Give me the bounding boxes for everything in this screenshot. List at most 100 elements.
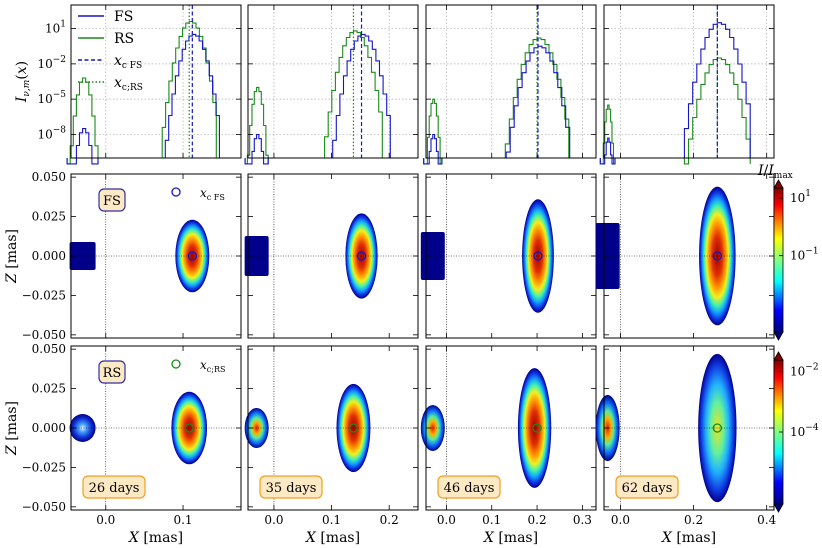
x-axis-label-var: X xyxy=(305,530,317,546)
lightcurve-panel-3 xyxy=(423,4,597,165)
yl-base: I xyxy=(14,96,30,103)
colorbar-body xyxy=(773,187,784,333)
main-jet-blob xyxy=(517,368,552,488)
x-axis-label-unit: [mas] xyxy=(139,530,183,546)
x-tick-label: 0.1 xyxy=(322,513,341,527)
centroid-marker xyxy=(348,423,359,433)
log-tick-label-exp: −2 xyxy=(53,55,66,65)
lightcurve-panel-2 xyxy=(244,4,419,165)
log-tick-label-exp: −8 xyxy=(53,125,67,135)
x-tick-label: 0.0 xyxy=(96,513,115,527)
colorbar-tick-label: 10−4 xyxy=(790,423,819,439)
yl-x: x xyxy=(14,66,30,74)
yl-close: ) xyxy=(14,61,30,66)
rs-image-panel-4 xyxy=(595,345,775,511)
centroid-marker xyxy=(712,251,722,261)
panel-frame xyxy=(603,4,775,159)
legend: FS RS xc FS xc;RS xyxy=(78,9,143,93)
row-tag-box xyxy=(98,360,126,384)
x-axis-label-unit: [mas] xyxy=(494,530,538,546)
x-tick-label: 0.4 xyxy=(757,513,776,527)
counter-jet-rs xyxy=(244,408,269,448)
colorbar-tick-label-base: 10 xyxy=(790,425,805,439)
epoch-box xyxy=(615,475,679,499)
colorbar-top-arrow xyxy=(773,351,784,361)
colorbar-top-arrow xyxy=(773,179,784,189)
main-jet-blob xyxy=(522,199,554,313)
legend-label: xc FS xyxy=(114,53,142,71)
epoch-box xyxy=(437,475,501,499)
counter-jet-fs xyxy=(244,236,269,276)
centroid-marker xyxy=(184,423,194,433)
row-tag-label: FS xyxy=(103,194,121,209)
marker-legend-sub: c FS xyxy=(207,193,225,202)
centroid-marker xyxy=(356,251,367,261)
colorbar-label: I/Imax xyxy=(757,163,793,181)
log-tick-label: 10−5 xyxy=(37,90,66,106)
x-tick-label: 0.3 xyxy=(573,513,592,527)
epoch-label: 62 days xyxy=(622,481,673,496)
epoch-label: 46 days xyxy=(444,481,495,496)
legend-label: xc;RS xyxy=(114,75,143,93)
lightcurve-panel-4 xyxy=(599,4,775,165)
z-axis-label: Z [mas] xyxy=(4,229,20,284)
colorbar-tick-label-base: 10 xyxy=(790,191,805,205)
colorbar-bottom-arrow xyxy=(773,503,784,513)
x-tick-label: 0.2 xyxy=(380,513,399,527)
counter-jet-rs xyxy=(420,405,445,451)
x-axis-label: X [mas] xyxy=(661,530,716,546)
legend-label-base: RS xyxy=(114,31,134,47)
colorbar-tick-label-exp: 1 xyxy=(805,189,811,199)
log-tick-label-exp: −5 xyxy=(53,90,67,100)
rs-counter-curve xyxy=(423,98,443,165)
marker-legend-circle xyxy=(171,187,181,197)
legend-label-base: FS xyxy=(114,9,133,25)
log-tick-label-base: 10 xyxy=(45,22,60,36)
fs-counter-curve xyxy=(599,137,616,165)
centroid-marker xyxy=(712,423,722,433)
x-tick-label: 0.0 xyxy=(611,513,630,527)
x-axis-label-var: X xyxy=(128,530,140,546)
rs-image-panel-2 xyxy=(244,345,419,511)
colorbar-rs xyxy=(773,351,784,513)
fs-counter-curve xyxy=(66,128,99,165)
colorbar-tick-label: 10−2 xyxy=(790,363,819,379)
colorbar-tick-label-exp: −4 xyxy=(805,423,819,433)
log-tick-label-exp: 1 xyxy=(60,20,66,30)
yl-arg: ( xyxy=(14,74,30,79)
z-axis-unit: [mas] xyxy=(4,229,20,273)
marker-legend-circle xyxy=(171,359,181,369)
cb-slash: / xyxy=(764,163,769,179)
rs-counter-curve xyxy=(244,86,269,165)
x-tick-label: 0.0 xyxy=(264,513,283,527)
z-tick-label: 0.050 xyxy=(32,342,66,356)
fs-counter-curve xyxy=(423,133,443,165)
marker-legend-base: x xyxy=(200,186,207,200)
z-axis-var: Z xyxy=(4,273,20,284)
log-tick-label-base: 10 xyxy=(37,57,52,71)
z-tick-label: −0.025 xyxy=(22,288,66,302)
x-tick-label: 0.1 xyxy=(173,513,192,527)
fs-main-curve xyxy=(505,45,571,158)
panel-frame xyxy=(425,4,597,159)
x-axis-label-var: X xyxy=(661,530,673,546)
rs-image-panel-3 xyxy=(420,345,597,511)
cb-I: I xyxy=(757,163,764,179)
epoch-box xyxy=(82,475,146,499)
z-tick-label: 0.000 xyxy=(32,421,66,435)
z-tick-label: −0.025 xyxy=(22,460,66,474)
x-axis-label-unit: [mas] xyxy=(672,530,716,546)
x-axis-label-var: X xyxy=(483,530,495,546)
rs-counter-curve xyxy=(66,77,99,165)
log-tick-label-base: 10 xyxy=(37,127,52,141)
epoch-label: 26 days xyxy=(89,481,140,496)
legend-label-base: x xyxy=(114,75,122,91)
counter-jet-fs xyxy=(420,232,445,280)
panel-frame xyxy=(70,4,242,159)
centroid-marker xyxy=(533,251,543,261)
colorbar-tick-label: 101 xyxy=(790,189,811,205)
cb-max: max xyxy=(774,171,793,181)
z-axis-var: Z xyxy=(4,445,20,456)
main-jet-blob xyxy=(345,213,378,299)
